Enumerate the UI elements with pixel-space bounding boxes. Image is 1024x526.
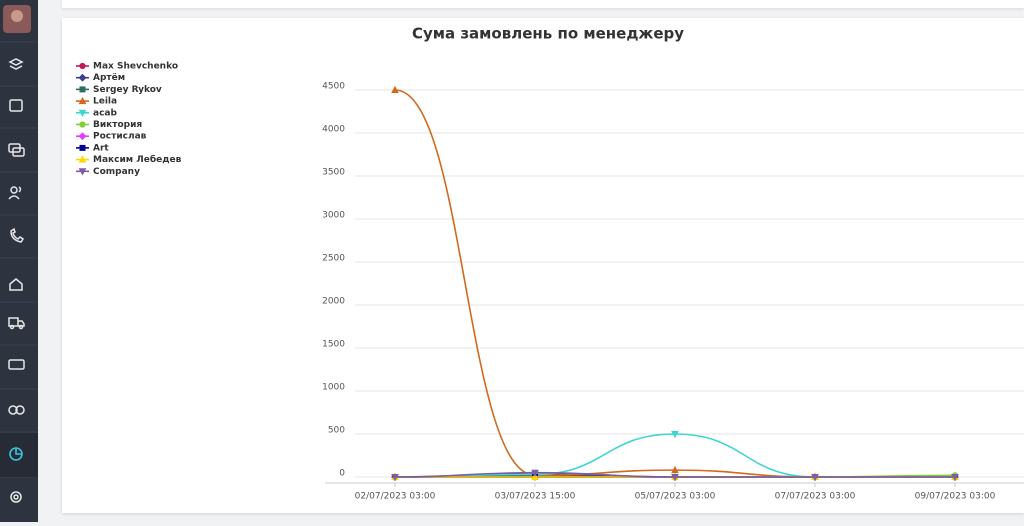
- legend-label: Max Shevchenko: [93, 62, 178, 72]
- legend-marker: [78, 109, 87, 118]
- legend-marker: [78, 168, 87, 176]
- legend-label: Leila: [93, 97, 117, 107]
- legend-marker: [78, 155, 87, 163]
- y-tick-label: 4000: [322, 125, 345, 135]
- legend-marker: [78, 132, 87, 141]
- x-tick-label: 09/07/2023 03:00: [915, 492, 996, 502]
- legend-marker: [79, 62, 86, 70]
- avatar-face: [11, 10, 23, 22]
- legend-label: Виктория: [93, 120, 142, 130]
- legend-label: Sergey Rykov: [93, 85, 162, 95]
- x-tick-label: 03/07/2023 15:00: [495, 492, 576, 502]
- legend-label: acab: [93, 108, 117, 118]
- legend-marker: [78, 73, 87, 82]
- y-tick-label: 1500: [322, 340, 345, 350]
- legend-marker: [78, 96, 87, 105]
- chart-title: Сума замовлень по менеджеру: [412, 25, 684, 43]
- nav-icons[interactable]: [8, 58, 25, 503]
- active-icon: [9, 447, 23, 461]
- y-tick-label: 3000: [322, 211, 345, 221]
- x-tick-label: 05/07/2023 03:00: [635, 492, 716, 502]
- point: [391, 474, 399, 482]
- y-tick-label: 0: [339, 469, 345, 479]
- y-tick-label: 1000: [322, 383, 345, 393]
- legend-label: Максим Лебедев: [93, 154, 182, 165]
- point: [951, 474, 959, 482]
- legend-label: Артём: [93, 73, 125, 83]
- y-tick-label: 2500: [322, 254, 345, 264]
- y-tick-label: 3500: [322, 168, 345, 178]
- point: [811, 474, 819, 482]
- y-tick-label: 500: [328, 426, 345, 436]
- series: [391, 469, 959, 482]
- point: [671, 465, 679, 474]
- legend-label: Art: [93, 143, 109, 153]
- chart-card: [62, 18, 1024, 513]
- point: [671, 474, 679, 482]
- legend-marker: [79, 144, 86, 151]
- x-tick-label: 02/07/2023 03:00: [355, 492, 436, 502]
- top-card: [62, 0, 1024, 8]
- y-tick-label: 2000: [322, 297, 345, 307]
- legend-marker: [79, 86, 86, 93]
- legend-label: Ростислав: [93, 132, 147, 142]
- legend-label: Company: [93, 167, 140, 177]
- point: [391, 85, 399, 93]
- point: [531, 469, 539, 477]
- series-line: [394, 89, 956, 478]
- point: [671, 431, 679, 439]
- series: [391, 85, 959, 480]
- x-tick-label: 07/07/2023 03:00: [775, 492, 856, 502]
- sidebar: [0, 0, 38, 522]
- active-item[interactable]: [0, 433, 38, 477]
- sidebar-icons: [0, 5, 38, 503]
- y-tick-label: 4500: [322, 82, 345, 92]
- legend-marker: [79, 121, 86, 128]
